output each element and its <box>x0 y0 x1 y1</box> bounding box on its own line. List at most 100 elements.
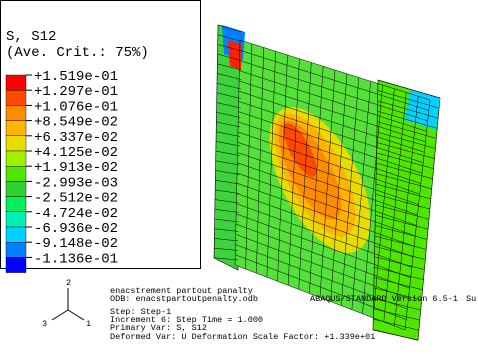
mesh-line <box>239 70 427 132</box>
mesh-line <box>374 277 423 291</box>
mesh-lines <box>213 24 441 341</box>
mesh-line <box>235 244 408 310</box>
mesh-line <box>238 111 423 174</box>
mesh-line <box>216 112 241 118</box>
legend-label: -9.148e-02 <box>34 236 118 252</box>
mesh-line <box>375 204 430 220</box>
mesh-line <box>238 121 421 184</box>
legend-label: +8.549e-02 <box>34 115 118 131</box>
legend-swatch <box>5 241 27 258</box>
mesh-line <box>373 329 419 341</box>
mesh-line <box>239 39 431 101</box>
triad: 2 1 3 <box>42 278 91 329</box>
mesh-line <box>239 49 429 111</box>
legend-swatch <box>5 105 27 121</box>
mesh-line <box>216 121 241 128</box>
mesh-line <box>214 238 239 242</box>
legend-swatch <box>5 196 27 213</box>
mesh-line <box>217 73 242 80</box>
mesh-line <box>236 213 411 278</box>
info-line: enacstrement partout panalty <box>110 286 253 296</box>
mesh-line <box>376 131 436 149</box>
legend-label: -1.136e-01 <box>34 251 118 267</box>
mesh-line <box>377 100 439 119</box>
mesh-line <box>377 121 437 139</box>
mesh-line <box>238 101 424 163</box>
mesh-line <box>215 179 240 185</box>
mesh-line <box>377 79 441 99</box>
info-line: Deformed Var: U Deformation Scale Factor… <box>110 332 375 342</box>
info-cut: Su <box>466 294 476 304</box>
mesh-line <box>374 256 425 270</box>
legend-swatch <box>5 165 27 182</box>
mesh-line <box>237 131 420 195</box>
mesh-line <box>214 218 239 223</box>
legend-subtitle: (Ave. Crit.: 75%) <box>6 45 149 61</box>
mesh-line <box>375 194 431 210</box>
legend-box <box>0 0 201 269</box>
mesh-line <box>237 162 417 226</box>
mesh-line <box>214 209 239 213</box>
legend: +1.519e-01+1.297e-01+1.076e-01+8.549e-02… <box>5 69 118 273</box>
mesh-line <box>213 257 238 261</box>
mesh-line <box>375 214 429 230</box>
mesh-line <box>376 173 432 190</box>
mesh-line <box>236 182 415 247</box>
mesh-line <box>377 110 438 129</box>
mesh-model <box>213 24 441 341</box>
triad-label: 3 <box>42 319 47 329</box>
legend-label: +6.337e-02 <box>34 130 118 146</box>
mesh-line <box>215 170 240 175</box>
triad-label: 2 <box>66 278 71 288</box>
mesh-line <box>237 152 418 216</box>
mesh-line <box>235 234 409 299</box>
mesh-line <box>217 24 243 33</box>
mesh-line <box>217 53 242 61</box>
mesh-line <box>216 102 241 109</box>
triad-label: 1 <box>86 319 91 329</box>
legend-swatch <box>5 211 27 228</box>
mesh-line <box>375 183 432 200</box>
legend-label: +1.297e-01 <box>34 84 118 100</box>
legend-label: +4.125e-02 <box>34 145 118 161</box>
legend-label: -6.936e-02 <box>34 221 118 237</box>
mesh-line <box>237 142 419 205</box>
mesh-line <box>239 80 426 143</box>
legend-swatch <box>5 74 27 91</box>
corner <box>228 40 242 70</box>
corner <box>405 90 440 130</box>
legend-swatch <box>5 226 27 243</box>
legend-swatch <box>5 181 27 197</box>
legend-label: +1.519e-01 <box>34 69 118 85</box>
legend-title: S, S12 <box>6 29 56 45</box>
legend-swatch <box>5 257 27 273</box>
mesh-line <box>215 160 240 166</box>
legend-label: +1.076e-01 <box>34 99 118 115</box>
mesh-line <box>374 235 427 250</box>
mesh-line <box>234 264 406 331</box>
mesh-line <box>214 247 239 251</box>
mesh-line <box>216 82 242 90</box>
mesh-line <box>236 193 414 258</box>
mesh-line <box>215 150 240 156</box>
mesh-line <box>216 92 241 99</box>
mesh-line <box>214 199 239 204</box>
mesh-line <box>217 63 242 71</box>
mesh-line <box>376 142 435 159</box>
info-line: Primary Var: S, S12 <box>110 323 207 333</box>
mesh-line <box>373 298 422 311</box>
mesh-line <box>376 162 433 180</box>
mesh-line <box>217 44 242 52</box>
mesh-line <box>374 246 426 260</box>
info-line: Increment 6: Step Time = 1.000 <box>110 315 263 325</box>
mesh-line <box>215 141 241 147</box>
mesh-line <box>373 308 421 321</box>
mesh-line <box>373 318 420 331</box>
mesh-line <box>374 266 424 281</box>
mesh-line <box>214 228 239 232</box>
info-line: Step: Step-1 <box>110 307 171 317</box>
legend-label: +1.913e-02 <box>34 160 118 176</box>
mesh-line <box>377 90 440 109</box>
mesh-line <box>236 203 412 268</box>
